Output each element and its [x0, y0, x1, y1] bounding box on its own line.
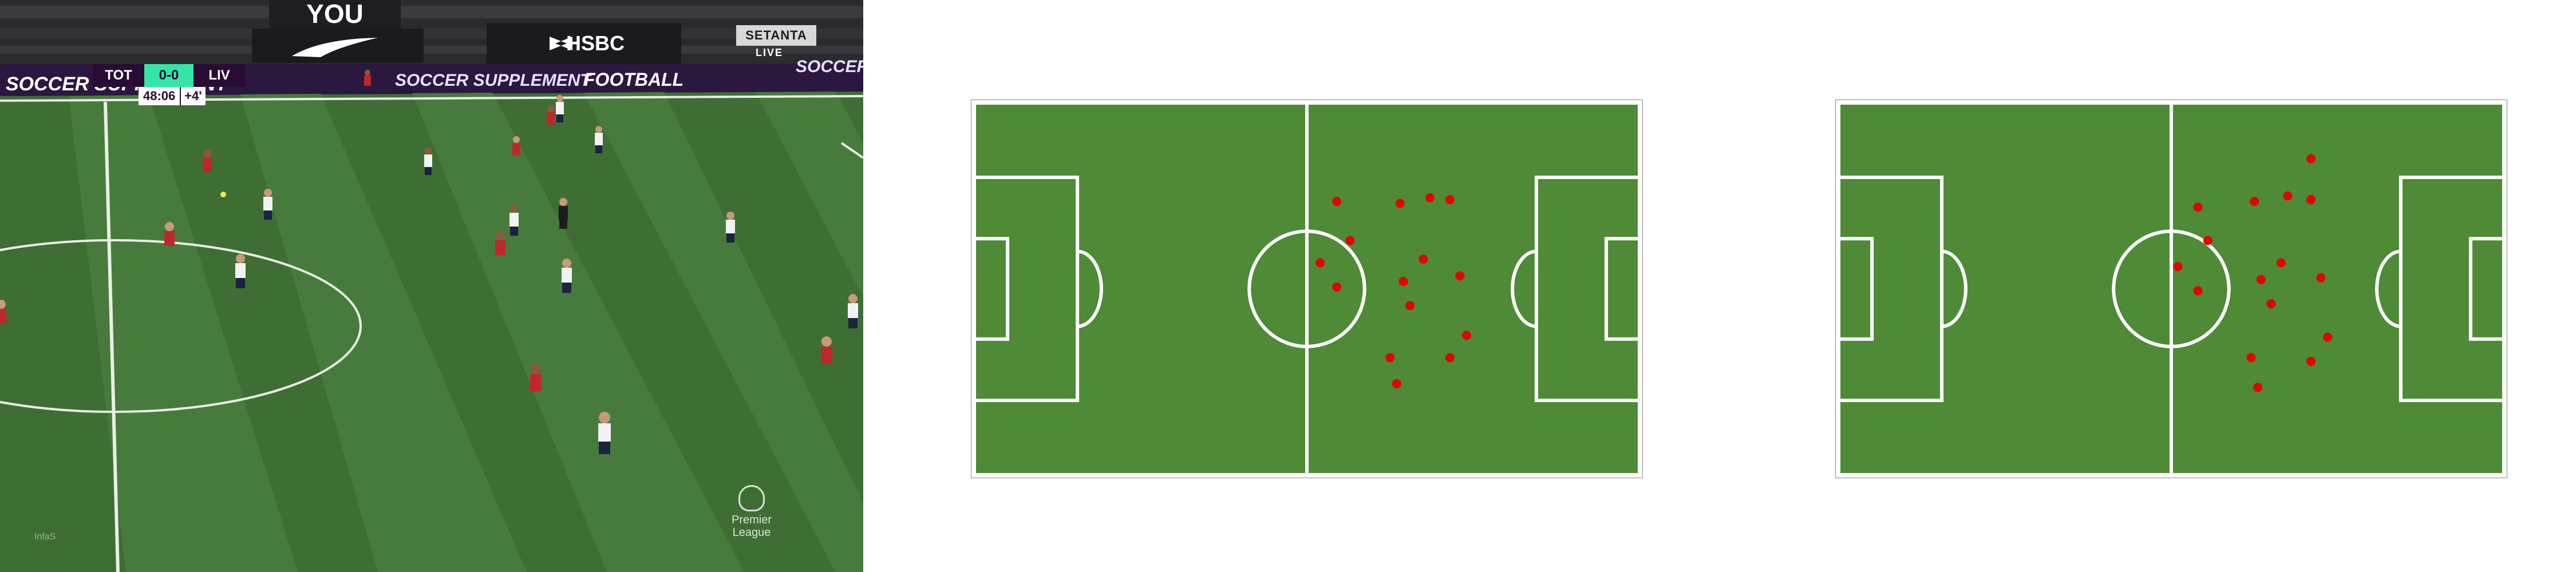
player-marker-12	[2266, 299, 2276, 308]
player-marker-15	[2306, 356, 2316, 366]
right-goal-area	[2468, 237, 2506, 341]
player-marker-3	[2250, 197, 2259, 206]
player-marker-2	[2193, 202, 2203, 212]
player-marker-11	[2316, 273, 2326, 283]
channel-badge-sub: LIVE	[756, 47, 784, 58]
right-penalty-arc	[2375, 249, 2401, 328]
player-marker-8	[2276, 258, 2286, 268]
away-players	[0, 70, 832, 391]
player-marker-14	[1445, 353, 1455, 363]
player-marker-9	[1332, 282, 1342, 292]
led-text-center: SOCCER SUPPLEMENT	[395, 71, 592, 90]
player-marker-14	[2246, 353, 2256, 363]
player-marker-11	[1405, 301, 1415, 311]
pitch-map-2-svg	[1835, 100, 2507, 478]
player-marker-2	[1395, 198, 1405, 208]
match-clock: 48:06 +4'	[139, 87, 206, 105]
away-team-label: LIV	[193, 64, 245, 87]
led-text-football: FOOTBALL	[584, 69, 683, 90]
player-marker-1	[1332, 197, 1342, 206]
ad-board-hsbc	[487, 23, 681, 64]
left-penalty-arc	[1941, 249, 1967, 328]
center-circle	[0, 239, 362, 413]
player-marker-7	[1419, 255, 1428, 264]
left-goal-area	[1837, 237, 1874, 341]
player-marker-10	[1455, 271, 1465, 281]
led-text-right: SOCCER SUPPLEMENT	[796, 57, 863, 76]
center-circle	[1247, 229, 1366, 348]
ad-board-you-text: YOU	[306, 0, 364, 29]
player-marker-1	[2306, 154, 2316, 164]
player-marker-3	[1425, 193, 1435, 202]
player-marker-12	[1461, 331, 1471, 340]
swoosh-logo	[292, 38, 378, 57]
ball	[220, 192, 226, 197]
left-goal-area	[973, 237, 1010, 341]
player-marker-8	[1398, 277, 1408, 286]
hsbc-hexagon-icon	[550, 37, 572, 50]
channel-badge: SETANTA	[736, 25, 816, 46]
broadcast-frame: YOU HSBC SOCCER SUPPLEMENT SOCCER SUPPLE…	[0, 0, 863, 572]
player-marker-10	[2193, 286, 2203, 296]
clock-time: 48:06	[139, 87, 180, 105]
pitch-map-1-svg	[971, 100, 1643, 478]
watermark: InfaS	[34, 532, 56, 542]
player-marker-9	[2256, 275, 2266, 284]
player-marker-13	[1385, 353, 1395, 363]
pitch-map-2	[1835, 100, 2507, 478]
right-goal-area	[1604, 237, 1642, 341]
scoreboard: TOT 0-0 LIV	[93, 64, 245, 87]
pitch-map-1	[971, 100, 1643, 478]
player-marker-4	[1445, 195, 1455, 204]
right-penalty-arc	[1511, 249, 1537, 328]
player-marker-13	[2323, 332, 2333, 342]
lion-icon	[738, 485, 765, 511]
premier-league-logo-text: Premier League	[731, 514, 772, 539]
center-circle	[2112, 229, 2231, 348]
player-marker-5	[1345, 236, 1355, 245]
player-marker-7	[2173, 262, 2183, 271]
player-marker-4	[2283, 191, 2293, 201]
premier-league-logo: Premier League	[726, 485, 777, 539]
referee	[559, 198, 568, 229]
ad-board-hsbc-text: HSBC	[566, 31, 625, 55]
halfway-line	[104, 101, 120, 572]
player-marker-6	[1315, 258, 1325, 268]
home-team-label: TOT	[93, 64, 144, 87]
player-marker-15	[1392, 379, 1401, 388]
ad-board-you	[269, 0, 401, 29]
added-time: +4'	[180, 87, 206, 105]
player-marker-5	[2306, 195, 2316, 204]
home-players	[235, 95, 858, 454]
player-marker-16	[2253, 383, 2263, 392]
left-penalty-arc	[1077, 249, 1103, 328]
player-marker-6	[2203, 236, 2212, 245]
score-label: 0-0	[144, 64, 193, 87]
broadcast-scene: YOU HSBC SOCCER SUPPLEMENT SOCCER SUPPLE…	[0, 0, 863, 572]
